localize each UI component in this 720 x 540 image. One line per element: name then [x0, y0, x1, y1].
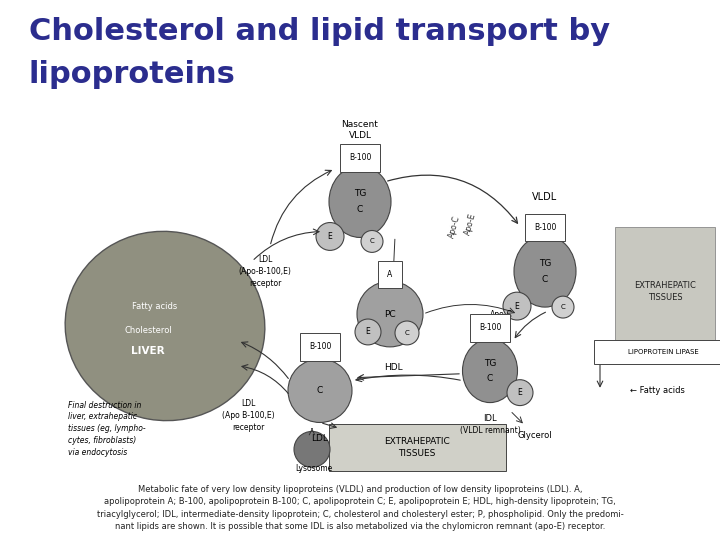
Text: EXTRAHEPATIC
TISSUES: EXTRAHEPATIC TISSUES: [384, 437, 450, 458]
Text: LDL
(Apo-B-100,E)
receptor: LDL (Apo-B-100,E) receptor: [238, 255, 292, 288]
Text: IDL: IDL: [483, 414, 497, 423]
Ellipse shape: [514, 235, 576, 307]
Text: VLDL: VLDL: [532, 192, 557, 201]
Ellipse shape: [462, 339, 518, 403]
Text: Apo-C: Apo-C: [448, 214, 462, 239]
Circle shape: [316, 222, 344, 251]
Text: lipoproteins: lipoproteins: [29, 60, 235, 89]
Text: C: C: [542, 275, 548, 284]
Text: Metabolic fate of very low density lipoproteins (VLDL) and production of low den: Metabolic fate of very low density lipop…: [96, 485, 624, 531]
Ellipse shape: [329, 166, 391, 238]
Text: Lysosome: Lysosome: [295, 464, 332, 472]
Text: E: E: [366, 327, 370, 336]
Text: Cholesterol: Cholesterol: [124, 327, 172, 335]
Text: C: C: [369, 239, 374, 245]
FancyBboxPatch shape: [615, 226, 715, 346]
Text: LDL: LDL: [312, 434, 328, 443]
Text: VLDL: VLDL: [348, 131, 372, 139]
Text: TG: TG: [484, 359, 496, 368]
Circle shape: [294, 431, 330, 467]
Text: LIPOPROTEIN LIPASE: LIPOPROTEIN LIPASE: [628, 349, 698, 355]
Text: HDL: HDL: [384, 363, 402, 372]
Circle shape: [395, 321, 419, 345]
Text: C: C: [487, 374, 493, 383]
Text: (VLDL remnant): (VLDL remnant): [459, 426, 521, 435]
Text: ← Fatty acids: ← Fatty acids: [630, 386, 685, 395]
Circle shape: [361, 231, 383, 252]
Text: E: E: [328, 232, 333, 241]
Text: Fatty acids: Fatty acids: [132, 302, 178, 310]
Text: B-100: B-100: [309, 342, 331, 352]
Text: Cholesterol and lipid transport by: Cholesterol and lipid transport by: [29, 17, 610, 46]
Text: A: A: [387, 270, 392, 279]
Circle shape: [355, 319, 381, 345]
Circle shape: [552, 296, 574, 318]
Ellipse shape: [65, 231, 265, 421]
Text: E: E: [518, 388, 523, 397]
FancyBboxPatch shape: [329, 424, 506, 471]
Text: C: C: [405, 330, 410, 336]
Text: Final destruction in
liver, extrahepatic
tissues (eg, lympho-
cytes, fibroblasts: Final destruction in liver, extrahepatic…: [68, 401, 145, 457]
Text: LIVER: LIVER: [131, 346, 165, 356]
Text: E: E: [515, 302, 519, 310]
Text: C: C: [317, 386, 323, 395]
Text: TG: TG: [539, 259, 552, 268]
Text: Apo-E: Apo-E: [463, 213, 477, 237]
FancyBboxPatch shape: [594, 340, 720, 364]
Text: LDL
(Apo B-100,E)
receptor: LDL (Apo B-100,E) receptor: [222, 399, 274, 432]
Text: C: C: [357, 205, 363, 214]
Text: PC: PC: [384, 309, 396, 319]
Text: B-100: B-100: [479, 323, 501, 333]
Text: B-100: B-100: [534, 223, 556, 232]
Text: Nascent: Nascent: [341, 119, 379, 129]
Text: Glycerol: Glycerol: [518, 431, 552, 440]
Text: B-100: B-100: [348, 153, 372, 163]
Text: TG: TG: [354, 189, 366, 198]
Circle shape: [503, 292, 531, 320]
Circle shape: [507, 380, 533, 406]
Circle shape: [288, 359, 352, 422]
Text: Apo-C: Apo-C: [490, 309, 513, 319]
Text: EXTRAHEPATIC
TISSUES: EXTRAHEPATIC TISSUES: [634, 281, 696, 301]
Circle shape: [357, 281, 423, 347]
Text: C: C: [561, 304, 565, 310]
